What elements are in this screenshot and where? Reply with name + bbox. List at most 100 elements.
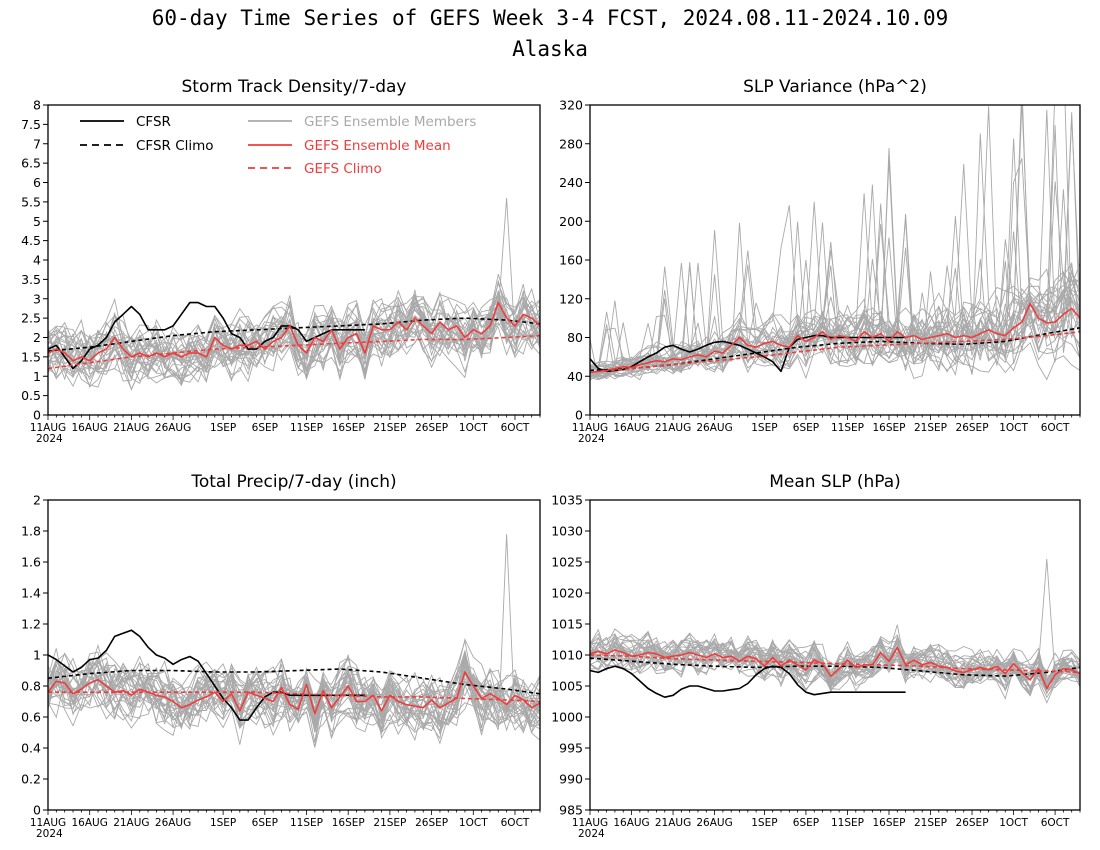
- ensemble-member-line: [590, 125, 1080, 375]
- y-tick-label: 1010: [551, 648, 583, 663]
- ensemble-member-line: [590, 218, 1080, 377]
- x-tick-label: 1SEP: [751, 422, 777, 434]
- x-tick-label: 26AUG: [696, 817, 732, 829]
- series-gefs-ensemble-mean: [590, 646, 1080, 690]
- x-tick-label: 1SEP: [751, 817, 777, 829]
- legend: CFSR CFSR Climo GEFS Ensemble Members GEFS …: [80, 114, 476, 177]
- series-cfsr: [590, 665, 906, 699]
- ensemble-member-line: [48, 291, 540, 382]
- x-tick-label: 16AUG: [613, 422, 649, 434]
- x-tick-label: 1OCT: [459, 422, 488, 434]
- y-tick-label: 0.8: [21, 679, 41, 694]
- ensemble-member-line: [590, 633, 1080, 694]
- x-tick-label: 21SEP: [914, 422, 947, 434]
- y-tick-label: 7: [33, 136, 41, 151]
- x-tick-label: 11SEP: [831, 422, 864, 434]
- y-tick-label: 160: [559, 253, 583, 268]
- y-tick-label: 1.8: [21, 524, 41, 539]
- x-tick-label: 21AUG: [113, 422, 149, 434]
- x-tick-label: 21SEP: [914, 817, 947, 829]
- ensemble-member-line: [48, 301, 540, 388]
- x-tick-label: 21AUG: [655, 817, 691, 829]
- x-year-label: 2024: [578, 828, 605, 840]
- panel-title: Total Precip/7-day (inch): [190, 472, 396, 492]
- legend-gefs-climo-label: GEFS Climo: [304, 161, 382, 177]
- x-tick-label: 1OCT: [459, 817, 488, 829]
- ensemble-member-line: [48, 657, 540, 736]
- ensemble-member-line: [48, 663, 540, 742]
- series-gefs-ensemble-mean: [48, 671, 540, 715]
- x-tick-label: 11SEP: [831, 817, 864, 829]
- y-tick-label: 1035: [551, 493, 583, 508]
- y-tick-label: 1: [33, 369, 41, 384]
- x-tick-label: 6SEP: [252, 817, 278, 829]
- x-tick-label: 11AUG: [572, 422, 608, 434]
- y-tick-label: 1: [33, 648, 41, 663]
- x-year-label: 2024: [36, 433, 63, 445]
- x-tick-label: 21AUG: [113, 817, 149, 829]
- x-tick-label: 11AUG: [30, 817, 66, 829]
- x-tick-label: 6OCT: [1041, 422, 1070, 434]
- series-cfsr: [48, 301, 365, 370]
- y-tick-label: 2: [33, 493, 41, 508]
- x-tick-label: 16SEP: [872, 817, 905, 829]
- y-tick-label: 3: [33, 291, 41, 306]
- x-tick-label: 11AUG: [30, 422, 66, 434]
- y-tick-label: 1.4: [21, 586, 41, 601]
- y-tick-label: 1.2: [21, 617, 41, 632]
- y-tick-label: 40: [567, 369, 583, 384]
- y-tick-label: 1.6: [21, 555, 41, 570]
- y-tick-label: 1.5: [21, 349, 41, 364]
- x-tick-label: 26SEP: [956, 817, 989, 829]
- panel-1: Storm Track Density/7-day 0 0.5 1 1.5 2 2.5 3 3.…: [21, 77, 541, 445]
- y-tick-label: 5: [33, 214, 41, 229]
- y-tick-label: 4: [33, 253, 41, 268]
- y-tick-label: 985: [559, 803, 583, 818]
- y-tick-label: 3.5: [21, 272, 41, 287]
- series-gefs-climo: [590, 654, 1080, 674]
- panel-title: SLP Variance (hPa^2): [743, 77, 927, 97]
- ensemble-member-line: [590, 639, 1080, 690]
- x-year-label: 2024: [578, 433, 605, 445]
- y-tick-label: 1025: [551, 555, 583, 570]
- y-tick-label: 1005: [551, 679, 583, 694]
- x-tick-label: 6SEP: [252, 422, 278, 434]
- y-tick-label: 4.5: [21, 233, 41, 248]
- x-tick-label: 16AUG: [72, 817, 108, 829]
- y-tick-label: 7.5: [21, 117, 41, 132]
- y-tick-label: 6: [33, 175, 41, 190]
- y-tick-label: 80: [567, 330, 583, 345]
- x-tick-label: 6OCT: [1041, 817, 1070, 829]
- ensemble-member-line: [48, 298, 540, 382]
- y-tick-label: 0: [33, 408, 41, 423]
- y-tick-label: 6.5: [21, 156, 41, 171]
- panel-title: Storm Track Density/7-day: [182, 77, 407, 97]
- y-tick-label: 990: [559, 772, 583, 787]
- y-tick-label: 0.5: [21, 388, 41, 403]
- x-tick-label: 11AUG: [572, 817, 608, 829]
- ensemble-member-line: [48, 534, 540, 748]
- x-tick-label: 16AUG: [613, 817, 649, 829]
- series-gefs-climo: [48, 334, 540, 370]
- x-tick-label: 6SEP: [793, 817, 819, 829]
- figure-title: 60-day Time Series of GEFS Week 3-4 FCST…: [151, 6, 949, 30]
- x-tick-label: 26AUG: [155, 422, 191, 434]
- legend-cfsr-label: CFSR: [136, 114, 171, 130]
- panel-4: Mean SLP (hPa) 985 990 995 1000 1005 1010 1015 1…: [551, 472, 1081, 840]
- y-tick-label: 320: [559, 98, 583, 113]
- series-cfsr-climo: [590, 657, 1080, 677]
- x-tick-label: 1OCT: [999, 422, 1028, 434]
- x-tick-label: 26SEP: [956, 422, 989, 434]
- x-tick-label: 16AUG: [72, 422, 108, 434]
- ensemble-member-line: [590, 289, 1080, 375]
- plot-area: [48, 197, 540, 392]
- x-tick-label: 21SEP: [373, 422, 406, 434]
- ensemble-member-line: [590, 163, 1080, 380]
- y-tick-label: 2.5: [21, 311, 41, 326]
- x-tick-label: 1SEP: [210, 817, 236, 829]
- ensemble-member-line: [590, 637, 1080, 691]
- ensemble-member-line: [48, 653, 540, 735]
- plot-area: [590, 558, 1080, 704]
- x-tick-label: 1SEP: [210, 422, 236, 434]
- y-tick-label: 0.6: [21, 710, 41, 725]
